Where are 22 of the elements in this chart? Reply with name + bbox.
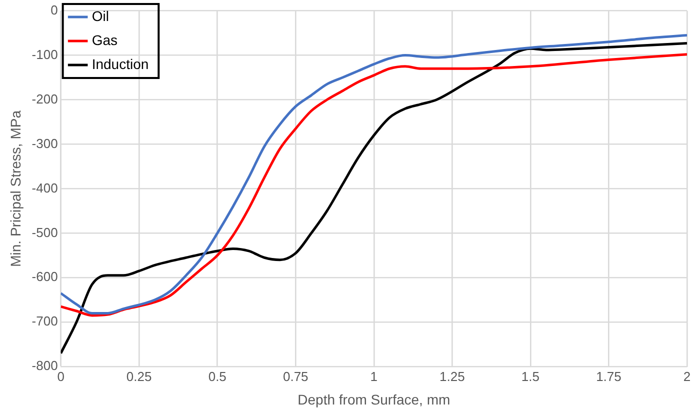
x-axis-title: Depth from Surface, mm xyxy=(298,391,450,408)
x-tick-label: 0.25 xyxy=(126,368,152,384)
legend-label: Induction xyxy=(92,56,149,72)
x-tick-label: 1.5 xyxy=(521,368,540,384)
x-tick-label: 0.5 xyxy=(208,368,226,384)
y-tick-label: -700 xyxy=(32,314,58,329)
y-tick-label: -500 xyxy=(32,224,58,240)
x-tick-label: 0.75 xyxy=(282,368,308,384)
legend-label: Gas xyxy=(92,32,118,48)
y-axis-title: Min. Pricipal Stress, MPa xyxy=(7,110,24,267)
y-tick-label: -100 xyxy=(32,46,58,62)
x-tick-label: 2 xyxy=(683,368,691,384)
x-tick-label: 1.25 xyxy=(440,368,465,384)
y-tick-label: -200 xyxy=(32,91,58,106)
y-tick-label: -800 xyxy=(32,358,58,374)
x-tick-label: 1 xyxy=(370,368,378,384)
x-tick-label: 1.75 xyxy=(596,368,622,384)
y-tick-label: -400 xyxy=(32,180,58,196)
legend-label: Oil xyxy=(92,8,109,24)
y-tick-label: -600 xyxy=(32,269,58,284)
y-tick-label: -300 xyxy=(32,136,58,151)
y-tick-label: 0 xyxy=(50,2,58,18)
